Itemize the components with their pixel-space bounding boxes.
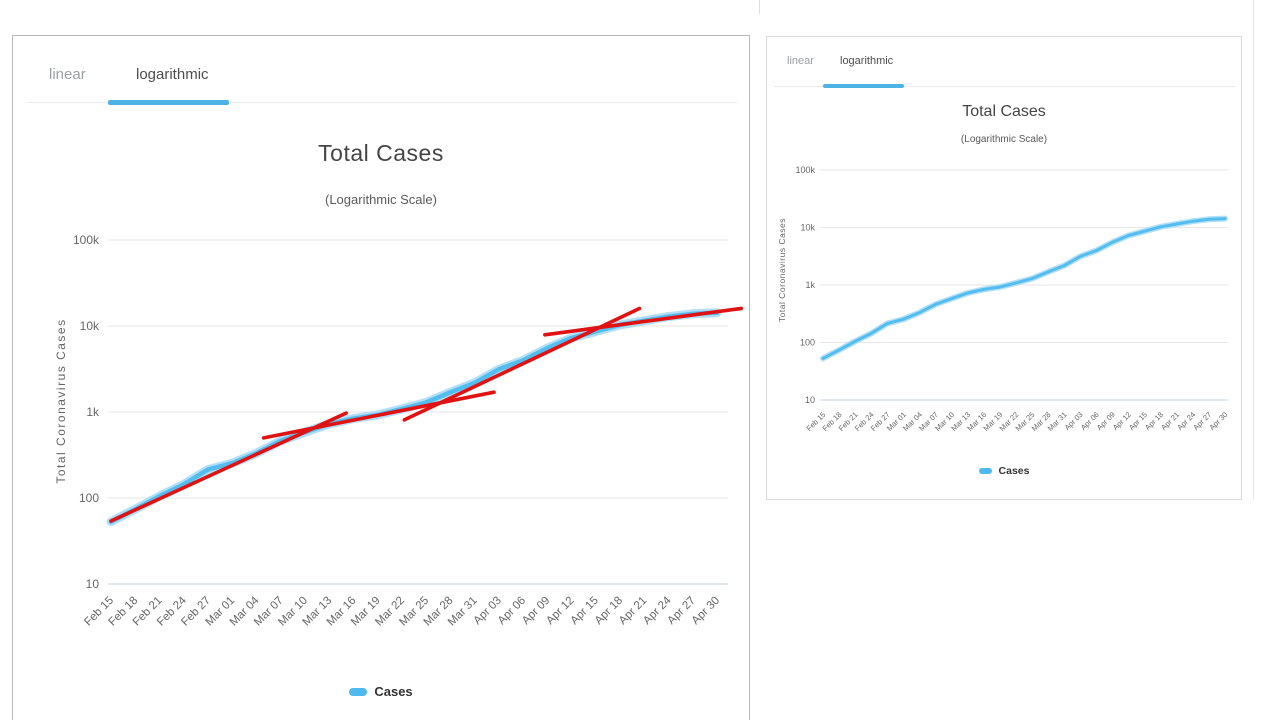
svg-text:Apr 30: Apr 30 <box>690 595 722 627</box>
slide-right-edge <box>1253 0 1254 500</box>
tab-divider <box>774 86 1235 87</box>
svg-text:1k: 1k <box>86 405 100 419</box>
tab-logarithmic[interactable]: logarithmic <box>840 55 894 67</box>
series-line-cases <box>820 215 1228 362</box>
legend[interactable]: Cases <box>767 465 1241 477</box>
svg-text:10: 10 <box>805 395 815 405</box>
slide-gap-divider <box>759 0 760 14</box>
chart-panel-original: linear logarithmic Total Cases (Logarith… <box>766 36 1242 500</box>
svg-text:10k: 10k <box>80 319 100 333</box>
svg-text:100: 100 <box>800 338 815 348</box>
svg-text:Apr 30: Apr 30 <box>1207 410 1229 432</box>
chart-subtitle: (Logarithmic Scale) <box>960 134 1048 145</box>
legend-label: Cases <box>374 684 413 699</box>
svg-text:100k: 100k <box>73 233 100 247</box>
active-tab-underline <box>108 100 229 105</box>
y-axis-ticks: 100k 10k 1k 100 10 <box>795 165 815 405</box>
chart-panel-annotated: linear logarithmic Total Cases (Logarith… <box>12 35 750 720</box>
svg-text:100: 100 <box>79 491 99 505</box>
tab-linear[interactable]: linear <box>787 55 814 67</box>
series-marker-icon <box>349 687 368 696</box>
svg-text:1k: 1k <box>805 280 815 290</box>
chart-title: Total Cases <box>962 103 1046 120</box>
active-tab-underline <box>823 84 904 88</box>
chart-title: Total Cases <box>318 140 444 166</box>
tab-linear[interactable]: linear <box>49 66 86 83</box>
legend[interactable]: Cases <box>13 684 749 699</box>
svg-text:100k: 100k <box>795 165 815 175</box>
tab-divider <box>27 102 737 103</box>
chart-subtitle: (Logarithmic Scale) <box>325 192 437 207</box>
series-marker-icon <box>978 468 992 474</box>
legend-label: Cases <box>998 465 1030 477</box>
gridlines <box>820 169 1228 401</box>
annotation-trend-lines <box>109 306 744 523</box>
y-axis-ticks: 100k 10k 1k 100 10 <box>73 233 100 591</box>
svg-text:10k: 10k <box>800 223 815 233</box>
tab-logarithmic[interactable]: logarithmic <box>136 66 209 83</box>
svg-text:10: 10 <box>86 577 100 591</box>
